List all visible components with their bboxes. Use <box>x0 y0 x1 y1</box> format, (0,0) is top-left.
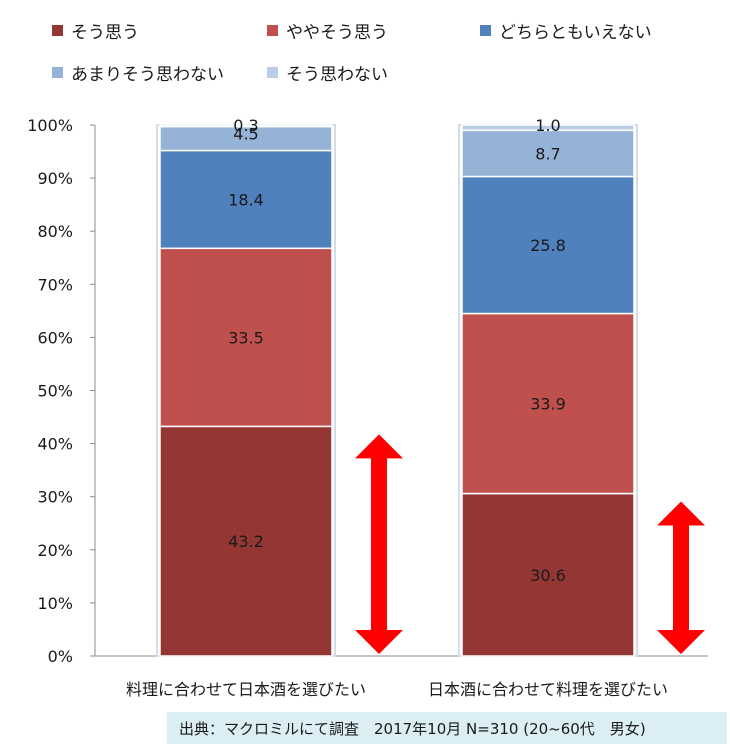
legend-swatch <box>52 67 63 78</box>
y-tick-label: 0% <box>48 647 73 666</box>
y-tick-label: 90% <box>37 169 73 188</box>
double-arrow-annotation <box>657 501 705 654</box>
data-label: 33.9 <box>530 395 566 414</box>
legend-item: そう思う <box>52 18 139 43</box>
category-label: 料理に合わせて日本酒を選びたい <box>126 680 366 699</box>
legend-label: あまりそう思わない <box>71 65 224 85</box>
legend-item: どちらともいえない <box>480 18 652 43</box>
data-label: 33.5 <box>228 328 264 347</box>
y-tick-label: 10% <box>37 594 73 613</box>
bar-segment <box>159 247 333 428</box>
bar-segment <box>159 425 333 657</box>
data-label: 30.6 <box>530 566 566 585</box>
legend-label: どちらともいえない <box>499 23 652 43</box>
y-tick-label: 80% <box>37 222 73 241</box>
bar-segment <box>461 492 635 657</box>
legend-item: あまりそう思わない <box>52 60 224 85</box>
bar-segment <box>461 312 635 495</box>
stacked-bar-chart: 0% 10% 20% 30% 40% 50% 60% 70% 80% 90% 100% 43.2 33.… <box>27 116 708 699</box>
data-label: 43.2 <box>228 532 264 551</box>
legend-label: ややそう思う <box>286 23 388 43</box>
legend-swatch <box>267 25 278 36</box>
legend-label: そう思わない <box>286 65 388 85</box>
legend-swatch <box>480 25 491 36</box>
legend-label: そう思う <box>71 23 139 43</box>
bar-segment <box>159 149 333 250</box>
bar-segment <box>461 124 635 132</box>
double-arrow-annotation <box>355 434 403 654</box>
bar-segment <box>461 129 635 178</box>
data-label: 0.3 <box>233 116 258 135</box>
y-tick-label: 70% <box>37 275 73 294</box>
legend-swatch <box>267 67 278 78</box>
data-label: 8.7 <box>535 144 560 163</box>
data-label: 25.8 <box>530 236 566 255</box>
legend-item: そう思わない <box>267 60 388 85</box>
category-label: 日本酒に合わせて料理を選びたい <box>428 680 668 699</box>
data-label: 18.4 <box>228 190 264 209</box>
bar-segment <box>159 124 333 128</box>
source-note: 出典：マクロミルにて調査 2017年10月 N=310 (20~60代 男女) <box>167 712 727 744</box>
y-tick-label: 60% <box>37 328 73 347</box>
data-label: 1.0 <box>535 116 560 135</box>
y-tick-label: 40% <box>37 435 73 454</box>
legend-swatch <box>52 25 63 36</box>
data-label: 4.5 <box>233 125 258 144</box>
y-tick-label: 100% <box>27 116 73 135</box>
y-tick-label: 20% <box>37 541 73 560</box>
legend-item: ややそう思う <box>267 18 388 43</box>
y-tick-label: 30% <box>37 488 73 507</box>
y-tick-label: 50% <box>37 382 73 401</box>
bar-segment <box>461 175 635 315</box>
legend: そう思う ややそう思う どちらともいえないあまりそう思わない そう思わない <box>0 0 730 100</box>
